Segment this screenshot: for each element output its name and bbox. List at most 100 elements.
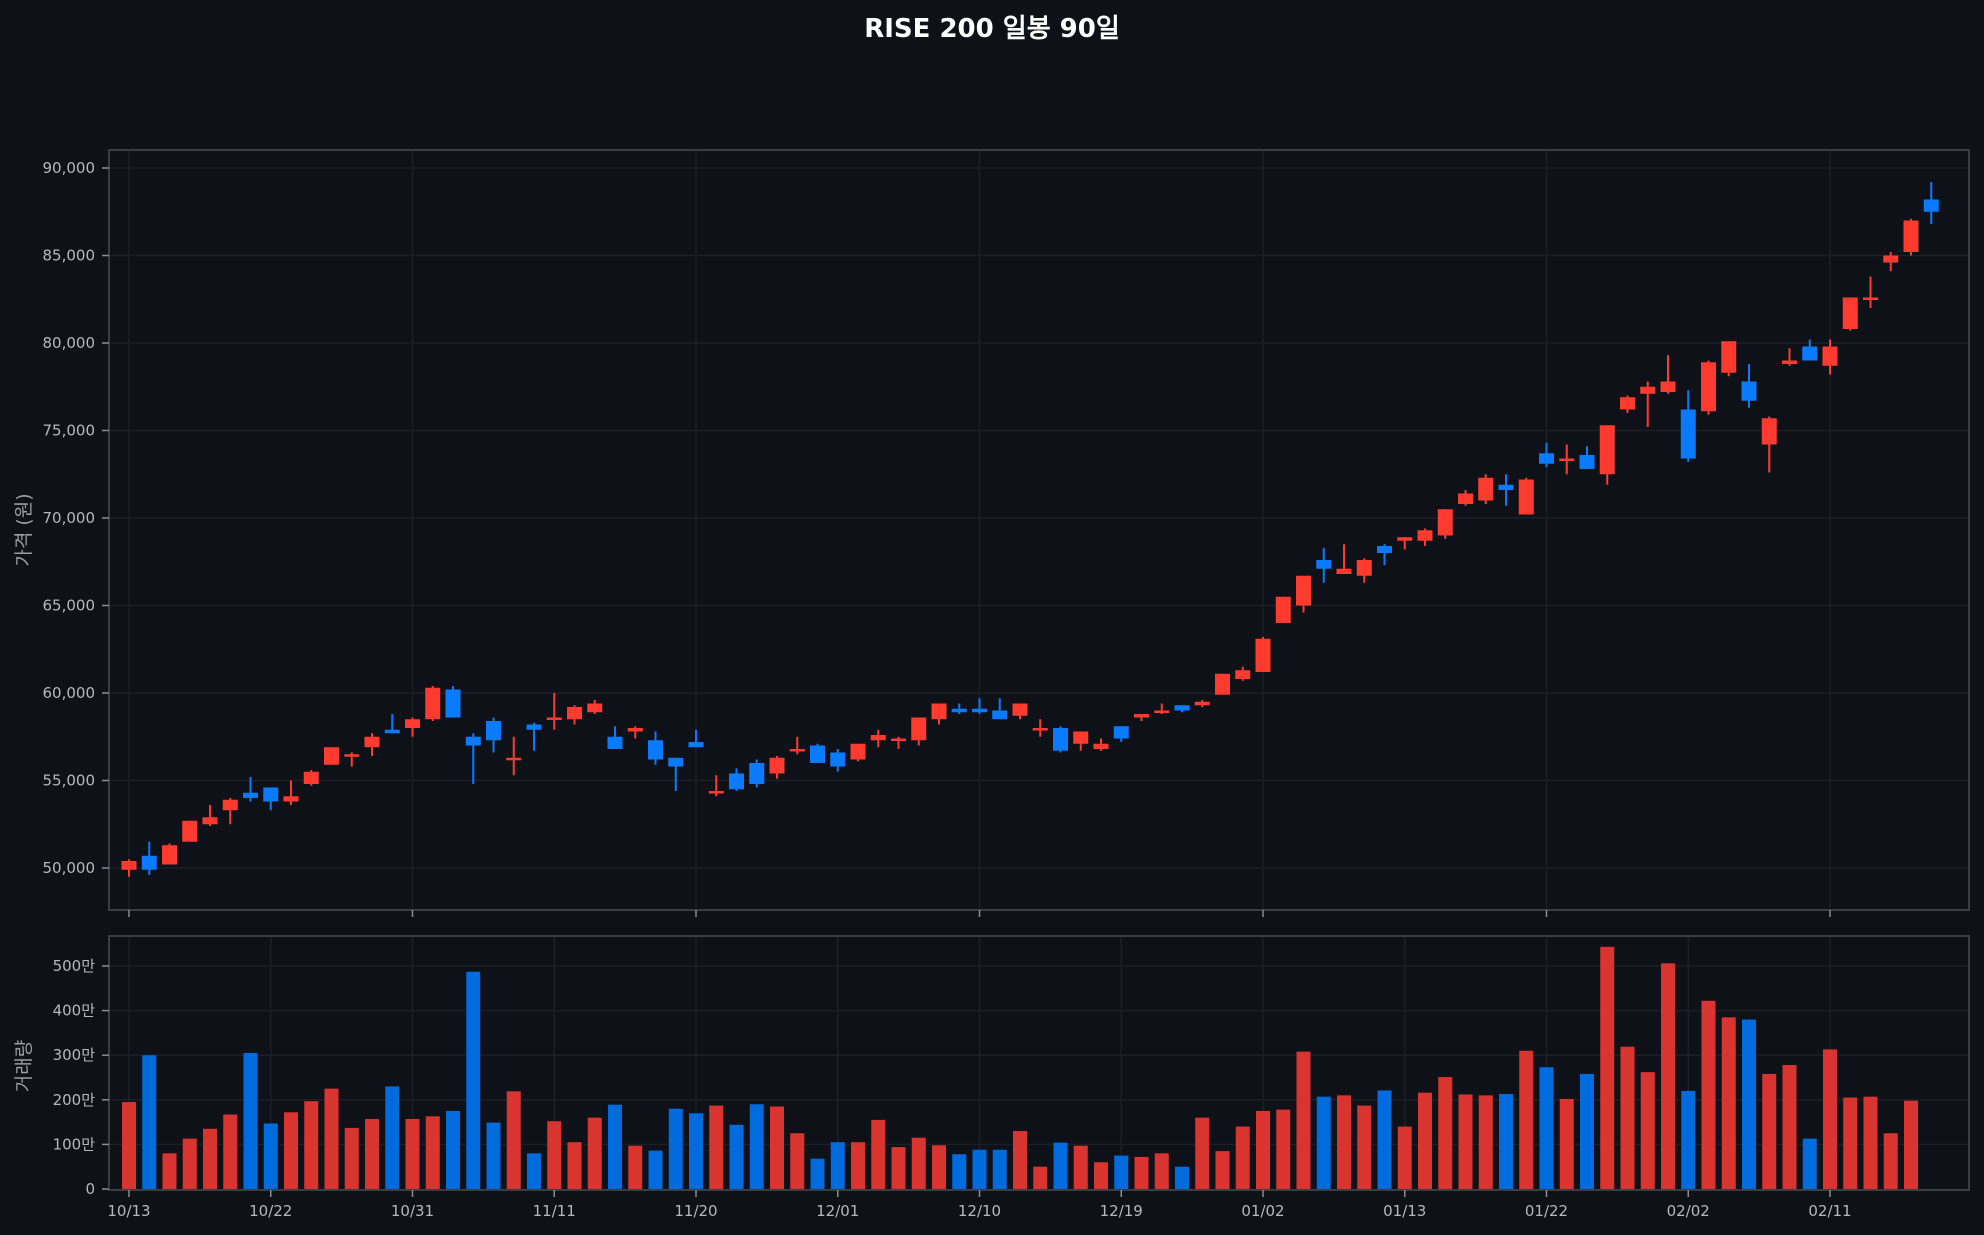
candle-body	[1093, 743, 1109, 749]
candle-body	[870, 735, 886, 741]
candle-body	[384, 729, 400, 734]
candle-body	[303, 771, 319, 784]
candle-body	[445, 689, 461, 718]
candle-body	[951, 708, 967, 713]
volume-bar	[1357, 1105, 1372, 1189]
candle	[445, 686, 461, 718]
candle	[708, 775, 724, 797]
volume-bar	[1296, 1051, 1311, 1189]
volume-bar	[223, 1114, 238, 1189]
volume-bar	[1418, 1092, 1432, 1189]
volume-bar	[203, 1128, 217, 1189]
volume-y-axis-title: 거래량	[13, 1040, 35, 1092]
candle	[1559, 444, 1575, 475]
candle-body	[1721, 341, 1737, 373]
volume-bar	[1397, 1126, 1412, 1189]
volume-x-axis: 10/13 10/22 10/31 11/11 11/20 12/01 12/10 12/19…	[107, 1190, 1852, 1220]
candle	[1782, 348, 1797, 366]
x-tick-label: 10/22	[249, 1202, 292, 1220]
volume-bar	[992, 1149, 1007, 1189]
volume-bar	[122, 1102, 136, 1189]
candle-body	[243, 792, 258, 798]
candle-body	[1883, 255, 1899, 263]
candle	[749, 759, 765, 788]
candle	[1134, 714, 1149, 721]
candle-body	[202, 817, 218, 825]
price-tick-label: 60,000	[43, 684, 96, 702]
candle-body	[668, 757, 684, 767]
volume-bar	[1519, 1050, 1534, 1189]
candle-body	[1761, 418, 1777, 445]
candle-body	[1275, 596, 1291, 623]
volume-bar	[668, 1108, 683, 1189]
candle-body	[931, 703, 947, 720]
candle-body	[141, 855, 157, 870]
candle-body	[486, 721, 501, 741]
volume-bar	[1742, 1019, 1756, 1189]
volume-bar	[1539, 1067, 1554, 1189]
candle-body	[1640, 386, 1656, 394]
volume-bar	[466, 971, 481, 1189]
candle-body	[1579, 455, 1595, 469]
candle	[1336, 544, 1352, 574]
x-tick-label: 11/20	[674, 1202, 717, 1220]
candle	[951, 703, 967, 714]
volume-bar	[1559, 1098, 1574, 1189]
volume-bar	[770, 1106, 784, 1189]
x-tick-label: 11/11	[533, 1202, 576, 1220]
candle-body	[1255, 638, 1271, 672]
candle	[141, 841, 157, 875]
price-tick-label: 85,000	[43, 247, 96, 265]
volume-bar	[1580, 1073, 1594, 1189]
volume-bar	[1215, 1151, 1230, 1189]
candle-body	[830, 752, 846, 767]
volume-bar	[1782, 1065, 1797, 1189]
volume-tick-label: 200만	[53, 1091, 96, 1109]
volume-bar	[1802, 1138, 1817, 1189]
candle	[283, 780, 299, 805]
candle-body	[364, 736, 380, 748]
x-tick-label: 12/10	[958, 1202, 1001, 1220]
volume-bar	[1154, 1153, 1169, 1189]
candle-body	[1377, 546, 1392, 553]
price-tick-label: 80,000	[43, 334, 96, 352]
volume-bar	[365, 1118, 379, 1189]
candle-body	[1296, 575, 1311, 606]
x-tick-label: 02/02	[1667, 1202, 1710, 1220]
candle-body	[1012, 703, 1028, 716]
candle-body	[1498, 484, 1514, 490]
volume-bar	[304, 1101, 319, 1189]
price-tick-label: 70,000	[43, 509, 96, 527]
candle-body	[769, 757, 785, 774]
candle-body	[1802, 346, 1818, 361]
candle-body	[1113, 726, 1129, 739]
candle-body	[1741, 381, 1757, 401]
candle-body	[1073, 731, 1089, 744]
candle	[1842, 297, 1858, 331]
candle-body	[1680, 409, 1696, 459]
candle-body	[587, 703, 603, 713]
candle-body	[1215, 673, 1230, 695]
volume-bar	[1883, 1133, 1898, 1189]
candle	[1275, 596, 1291, 623]
volume-bar	[830, 1142, 845, 1189]
candle-body	[1620, 397, 1635, 410]
candle	[486, 717, 501, 753]
candle-body	[972, 708, 987, 713]
candle-body	[911, 717, 927, 741]
candle	[263, 787, 279, 811]
volume-bar	[587, 1117, 602, 1189]
candle	[1640, 381, 1656, 427]
candle	[1701, 360, 1716, 415]
volume-bar	[1640, 1072, 1655, 1189]
candle-body	[1316, 560, 1332, 569]
volume-bar	[709, 1105, 724, 1189]
volume-bar	[243, 1052, 258, 1189]
candle	[668, 757, 684, 791]
candle	[769, 756, 785, 779]
volume-bar	[1458, 1094, 1473, 1189]
volume-bar	[972, 1149, 987, 1189]
candle-body	[992, 710, 1008, 720]
candle	[931, 703, 947, 725]
